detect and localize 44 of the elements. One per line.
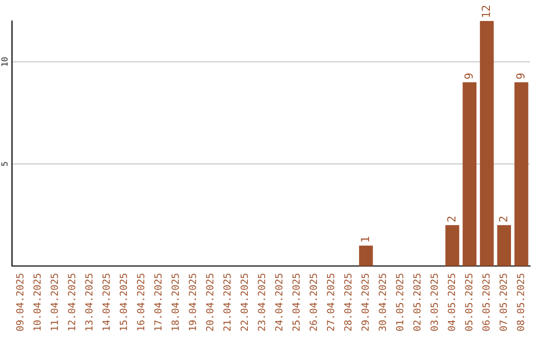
- x-tick-label: 10.04.2025: [33, 274, 41, 330]
- x-tick-label: 12.04.2025: [68, 274, 76, 330]
- x-tick-label: 21.04.2025: [223, 274, 231, 331]
- x-tick-label: 27.04.2025: [326, 274, 334, 331]
- bar: [445, 225, 460, 266]
- x-tick-label: 16.04.2025: [136, 274, 144, 330]
- data-label: 9: [516, 74, 525, 79]
- x-tick-label: 20.04.2025: [206, 274, 214, 331]
- x-tick-label: 04.05.2025: [448, 274, 456, 331]
- x-tick-label: 01.05.2025: [396, 274, 404, 331]
- x-tick-label: 07.05.2025: [500, 274, 507, 331]
- x-tick-label: 26.04.2025: [310, 274, 318, 331]
- data-label: 12: [482, 6, 490, 17]
- x-tick-label: 03.05.2025: [430, 274, 438, 331]
- x-tick-label: 25.04.2025: [292, 274, 300, 331]
- x-tick-label: 23.04.2025: [258, 274, 266, 331]
- x-tick-label: 02.05.2025: [413, 274, 421, 331]
- x-tick-label: 11.04.2025: [50, 274, 58, 330]
- x-tick-label: 24.04.2025: [275, 274, 282, 331]
- bar: [480, 21, 494, 266]
- x-tick-label: 08.05.2025: [516, 274, 524, 331]
- x-tick-label: 30.04.2025: [378, 274, 386, 331]
- x-tick-label: 06.05.2025: [482, 274, 490, 331]
- bar: [514, 82, 528, 266]
- x-tick-label: 29.04.2025: [361, 274, 369, 331]
- data-label: 2: [498, 216, 508, 222]
- y-tick-label: 10: [1, 57, 8, 66]
- x-tick-label: 14.04.2025: [102, 274, 110, 330]
- data-label: 9: [464, 74, 473, 79]
- x-tick-label: 17.04.2025: [154, 274, 162, 330]
- bar: [359, 246, 373, 266]
- bar: [497, 225, 512, 266]
- data-label: 1: [360, 236, 370, 242]
- data-label: 2: [447, 216, 456, 222]
- x-tick-label: 09.04.2025: [16, 274, 24, 331]
- bar: [462, 82, 476, 266]
- x-tick-label: 15.04.2025: [120, 274, 128, 330]
- x-tick-label: 05.05.2025: [465, 274, 472, 331]
- x-tick-label: 18.04.2025: [172, 274, 179, 330]
- x-tick-label: 28.04.2025: [344, 274, 352, 331]
- x-tick-label: 19.04.2025: [188, 274, 196, 330]
- y-tick-label: 5: [1, 162, 8, 166]
- x-tick-label: 13.04.2025: [85, 274, 93, 330]
- x-tick-label: 22.04.2025: [240, 274, 248, 331]
